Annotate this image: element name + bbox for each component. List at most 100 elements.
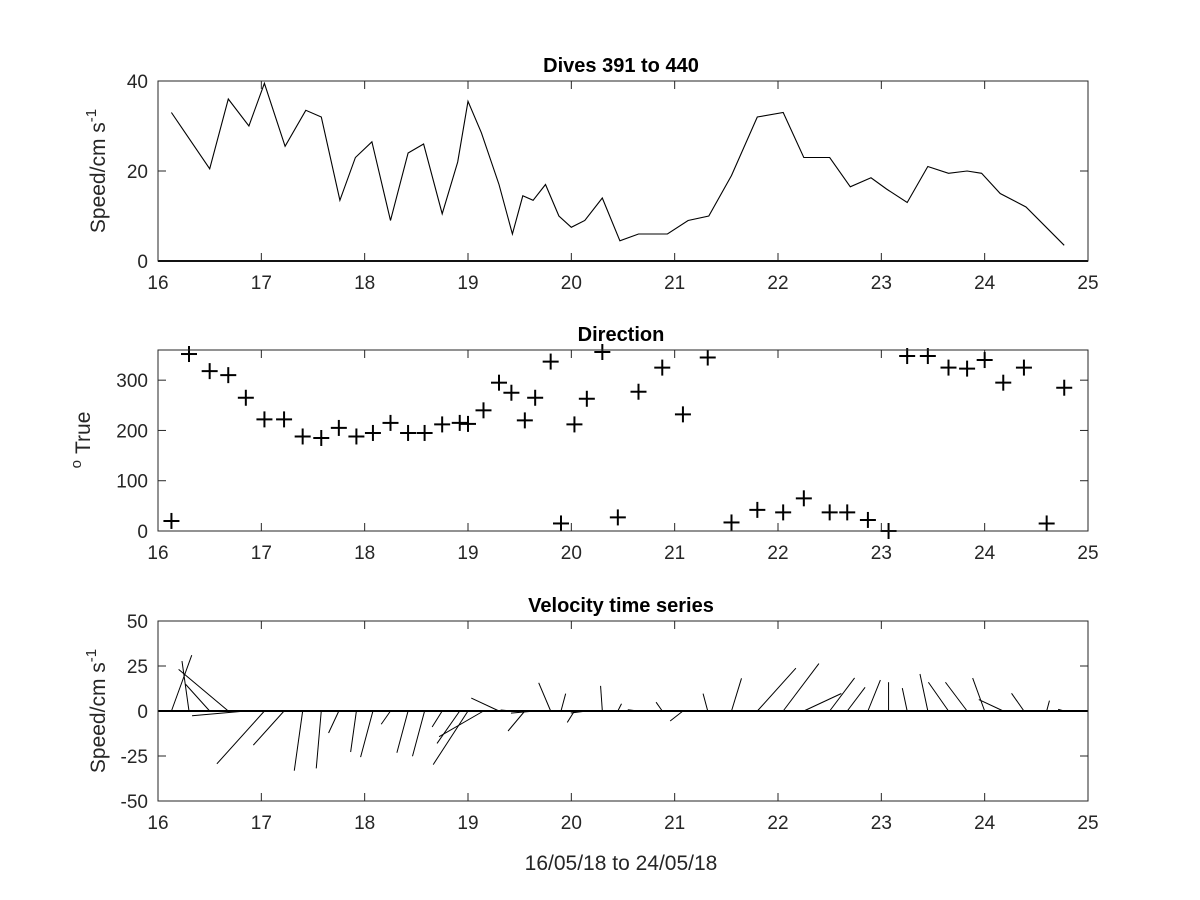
speed-ytick-label: 20 <box>127 162 148 183</box>
velocity-stick <box>972 677 986 712</box>
velocity-stick <box>412 710 426 757</box>
direction-point <box>594 344 611 361</box>
velocity-stick <box>432 710 469 765</box>
velocity-xtick-label: 22 <box>767 813 788 834</box>
direction-xtick-label: 19 <box>457 543 478 564</box>
direction-point <box>475 402 492 419</box>
direction-point <box>163 512 180 529</box>
direction-point <box>1038 515 1055 532</box>
direction-point <box>434 416 451 433</box>
velocity-stick <box>360 710 374 758</box>
velocity-xtick-label: 20 <box>561 813 582 834</box>
velocity-stick <box>191 710 246 717</box>
velocity-xtick-label: 25 <box>1077 813 1098 834</box>
velocity-stick <box>655 701 663 712</box>
direction-xtick-label: 17 <box>251 543 272 564</box>
direction-point <box>348 428 365 445</box>
velocity-xtick-label: 24 <box>974 813 996 834</box>
velocity-xtick-label: 18 <box>354 813 375 834</box>
velocity-ytick-label: -25 <box>121 747 148 768</box>
velocity-ytick-label: -50 <box>121 792 148 813</box>
direction-point <box>553 515 569 532</box>
velocity-stick <box>560 693 567 712</box>
velocity-stick <box>252 710 285 746</box>
velocity-stick <box>170 655 193 712</box>
direction-xtick-label: 25 <box>1077 543 1098 564</box>
direction-xtick-label: 20 <box>561 543 582 564</box>
velocity-ytick-label: 50 <box>127 612 148 633</box>
direction-xtick-label: 24 <box>974 543 996 564</box>
velocity-stick <box>471 697 500 712</box>
direction-point <box>220 367 237 384</box>
velocity-xtick-label: 16 <box>147 813 168 834</box>
velocity-stick <box>315 710 322 769</box>
speed-ytick-label: 40 <box>127 72 148 93</box>
velocity-stick <box>927 681 949 712</box>
direction-xtick-label: 22 <box>767 543 788 564</box>
direction-point <box>821 504 838 521</box>
velocity-stick <box>396 710 409 753</box>
direction-point <box>460 415 476 432</box>
velocity-xtick-label: 23 <box>871 813 892 834</box>
direction-ytick-label: 100 <box>116 472 148 493</box>
velocity-stick <box>978 699 1004 712</box>
velocity-stick <box>293 710 304 771</box>
velocity-stick <box>181 661 190 712</box>
velocity-xtick-label: 19 <box>457 813 478 834</box>
direction-point <box>201 363 218 380</box>
direction-point <box>995 374 1012 391</box>
direction-point <box>940 359 957 376</box>
direction-point <box>542 353 559 370</box>
velocity-stick <box>867 679 881 712</box>
speed-ytick-label: 0 <box>137 252 148 273</box>
direction-point <box>181 346 197 363</box>
direction-point <box>1056 379 1073 396</box>
direction-xtick-label: 21 <box>664 543 685 564</box>
velocity-xtick-label: 17 <box>251 813 272 834</box>
velocity-stick <box>782 663 820 712</box>
velocity-panel-ylabel: Speed/cm s-1 <box>83 649 110 773</box>
velocity-stick <box>380 710 391 725</box>
direction-point <box>416 424 433 441</box>
direction-point <box>294 428 311 445</box>
direction-xtick-label: 23 <box>871 543 892 564</box>
velocity-stick <box>185 683 211 712</box>
velocity-stick <box>756 667 797 712</box>
velocity-stick <box>431 710 443 728</box>
direction-panel: Direction 16 17 18 19 20 21 22 23 24 25 0 100 200 300… <box>68 324 1099 564</box>
velocity-stick <box>600 685 603 712</box>
velocity-ytick-label: 0 <box>137 702 148 723</box>
direction-point <box>699 349 716 366</box>
direction-point <box>859 511 876 528</box>
velocity-stick <box>216 710 265 765</box>
direction-point <box>382 414 399 431</box>
direction-point <box>795 490 812 507</box>
direction-panel-title: Direction <box>578 324 665 346</box>
velocity-stick <box>438 710 484 738</box>
direction-point <box>609 509 626 526</box>
velocity-panel-ylabel-sup: -1 <box>83 649 100 662</box>
velocity-stick <box>570 710 587 714</box>
speed-xtick-label: 25 <box>1077 273 1098 294</box>
velocity-stick <box>500 709 512 712</box>
velocity-stick <box>846 686 866 712</box>
direction-point <box>959 360 976 377</box>
velocity-stick <box>669 710 684 722</box>
direction-ytick-label: 0 <box>137 522 148 543</box>
speed-xtick-label: 17 <box>251 273 272 294</box>
velocity-stick <box>178 668 229 712</box>
direction-point <box>527 389 544 406</box>
direction-xtick-label: 16 <box>147 543 168 564</box>
direction-point <box>839 504 856 521</box>
direction-point <box>237 389 254 406</box>
direction-point <box>749 501 766 518</box>
velocity-stick <box>436 710 461 744</box>
speed-xtick-label: 16 <box>147 273 168 294</box>
speed-xtick-label: 20 <box>561 273 582 294</box>
direction-point <box>976 352 993 369</box>
direction-point <box>491 374 507 391</box>
velocity-stick <box>510 710 536 714</box>
direction-point <box>775 504 792 521</box>
velocity-stick <box>1046 700 1050 712</box>
